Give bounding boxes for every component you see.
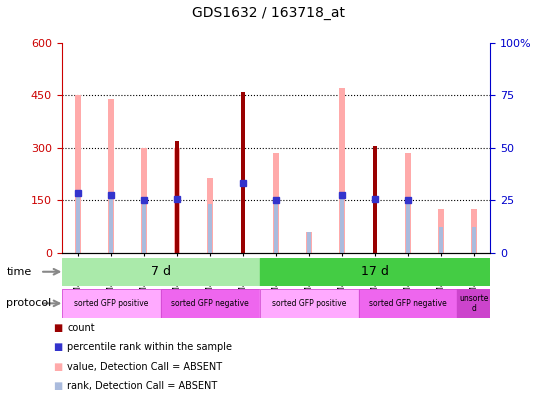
Text: sorted GFP positive: sorted GFP positive: [74, 299, 148, 308]
Bar: [259, 289, 359, 318]
Bar: [75, 95, 81, 253]
Bar: [259, 258, 490, 286]
Bar: [209, 204, 212, 253]
Bar: [339, 88, 345, 253]
Bar: [109, 195, 113, 253]
Text: ■: ■: [54, 323, 63, 333]
Text: sorted GFP negative: sorted GFP negative: [171, 299, 249, 308]
Text: GDS1632 / 163718_at: GDS1632 / 163718_at: [191, 6, 345, 20]
Text: ■: ■: [54, 343, 63, 352]
Bar: [273, 153, 279, 253]
Text: percentile rank within the sample: percentile rank within the sample: [67, 343, 232, 352]
Text: count: count: [67, 323, 95, 333]
Text: 7 d: 7 d: [151, 265, 170, 278]
Bar: [373, 146, 377, 253]
Bar: [241, 92, 245, 253]
Bar: [274, 200, 278, 253]
Bar: [62, 258, 259, 286]
Bar: [108, 99, 114, 253]
Bar: [457, 289, 490, 318]
Text: time: time: [6, 267, 32, 277]
Bar: [62, 289, 161, 318]
Bar: [207, 178, 213, 253]
Bar: [359, 289, 457, 318]
Bar: [174, 148, 180, 253]
Text: protocol: protocol: [6, 298, 51, 308]
Bar: [161, 289, 259, 318]
Bar: [77, 194, 80, 253]
Text: ■: ■: [54, 362, 63, 372]
Bar: [405, 153, 411, 253]
Bar: [406, 200, 410, 253]
Bar: [259, 289, 359, 318]
Bar: [141, 148, 147, 253]
Text: 17 d: 17 d: [361, 265, 389, 278]
Bar: [306, 232, 312, 253]
Bar: [472, 227, 475, 253]
Bar: [307, 232, 311, 253]
Bar: [457, 289, 490, 318]
Bar: [438, 209, 444, 253]
Text: sorted GFP negative: sorted GFP negative: [369, 299, 447, 308]
Text: unsorte
d: unsorte d: [459, 294, 489, 313]
Text: rank, Detection Call = ABSENT: rank, Detection Call = ABSENT: [67, 382, 217, 391]
Bar: [161, 289, 259, 318]
Bar: [359, 289, 457, 318]
Text: sorted GFP positive: sorted GFP positive: [272, 299, 346, 308]
Text: ■: ■: [54, 382, 63, 391]
Bar: [143, 200, 146, 253]
Bar: [62, 289, 161, 318]
Bar: [471, 209, 477, 253]
Bar: [175, 141, 179, 253]
Bar: [440, 227, 443, 253]
Bar: [340, 195, 344, 253]
Text: value, Detection Call = ABSENT: value, Detection Call = ABSENT: [67, 362, 222, 372]
